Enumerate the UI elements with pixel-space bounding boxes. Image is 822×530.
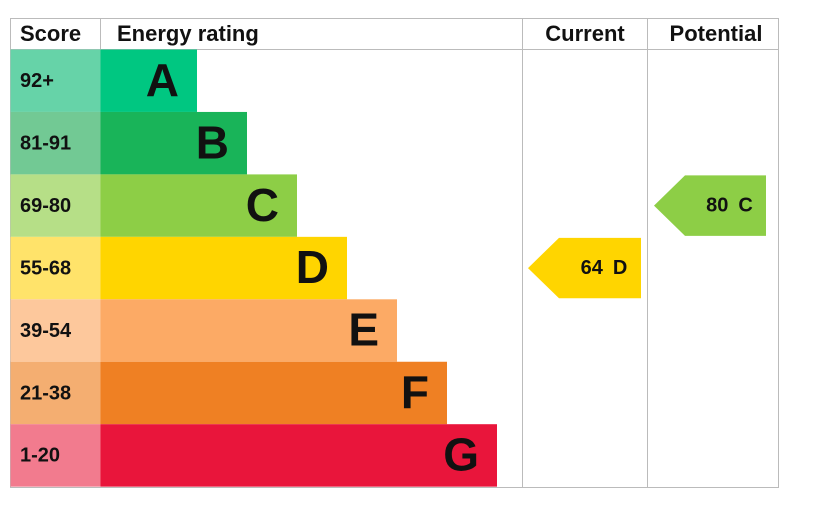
score-cell <box>10 111 101 175</box>
rating-letter: B <box>196 116 229 168</box>
score-range: 39-54 <box>20 320 72 342</box>
header-potential: Potential <box>670 21 763 46</box>
rating-bar <box>100 361 447 425</box>
potential-rating: C <box>738 195 752 217</box>
current-arrow <box>528 237 641 299</box>
score-cell <box>10 236 101 300</box>
score-cell <box>10 424 101 487</box>
score-cell <box>10 174 101 237</box>
rating-letter: A <box>146 54 179 106</box>
score-cell <box>10 49 101 112</box>
score-range: 21-38 <box>20 382 71 404</box>
score-cell <box>10 361 101 425</box>
rating-letter: D <box>296 241 329 293</box>
score-range: 55-68 <box>20 257 71 279</box>
current-score: 64 <box>581 257 604 279</box>
potential-score: 80 <box>706 195 728 217</box>
score-cell <box>10 299 101 362</box>
header-score: Score <box>20 21 81 46</box>
rating-bar <box>100 236 347 300</box>
rating-letter: F <box>401 366 429 418</box>
header-energy-rating: Energy rating <box>117 21 259 46</box>
score-range: 1-20 <box>20 445 60 467</box>
current-label: 64 D <box>581 257 628 279</box>
rating-bar <box>100 174 297 237</box>
rating-bar <box>100 49 197 112</box>
rating-letter: G <box>443 429 479 481</box>
potential-label: 80 C <box>706 195 753 217</box>
current-rating: D <box>613 257 627 279</box>
rating-bar <box>100 424 497 487</box>
rating-letter: E <box>348 304 379 356</box>
potential-arrow <box>654 175 766 236</box>
rating-bar <box>100 299 397 362</box>
rating-letter: C <box>246 179 279 231</box>
score-range: 81-91 <box>20 132 71 154</box>
score-range: 69-80 <box>20 195 71 217</box>
rating-bar <box>100 111 247 175</box>
header-current: Current <box>545 21 625 46</box>
score-range: 92+ <box>20 70 54 92</box>
